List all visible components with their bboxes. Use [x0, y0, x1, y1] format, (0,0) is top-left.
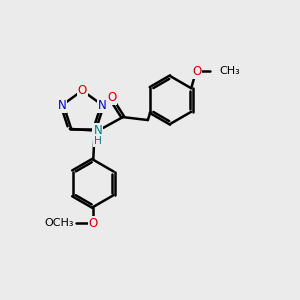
Text: OCH₃: OCH₃ — [45, 218, 74, 228]
Text: N: N — [58, 99, 67, 112]
Text: N: N — [98, 99, 107, 112]
Text: N: N — [93, 124, 102, 137]
Text: O: O — [88, 217, 98, 230]
Text: CH₃: CH₃ — [219, 67, 240, 76]
Text: O: O — [192, 65, 201, 78]
Text: O: O — [78, 84, 87, 97]
Text: O: O — [107, 91, 116, 103]
Text: H: H — [94, 136, 102, 146]
